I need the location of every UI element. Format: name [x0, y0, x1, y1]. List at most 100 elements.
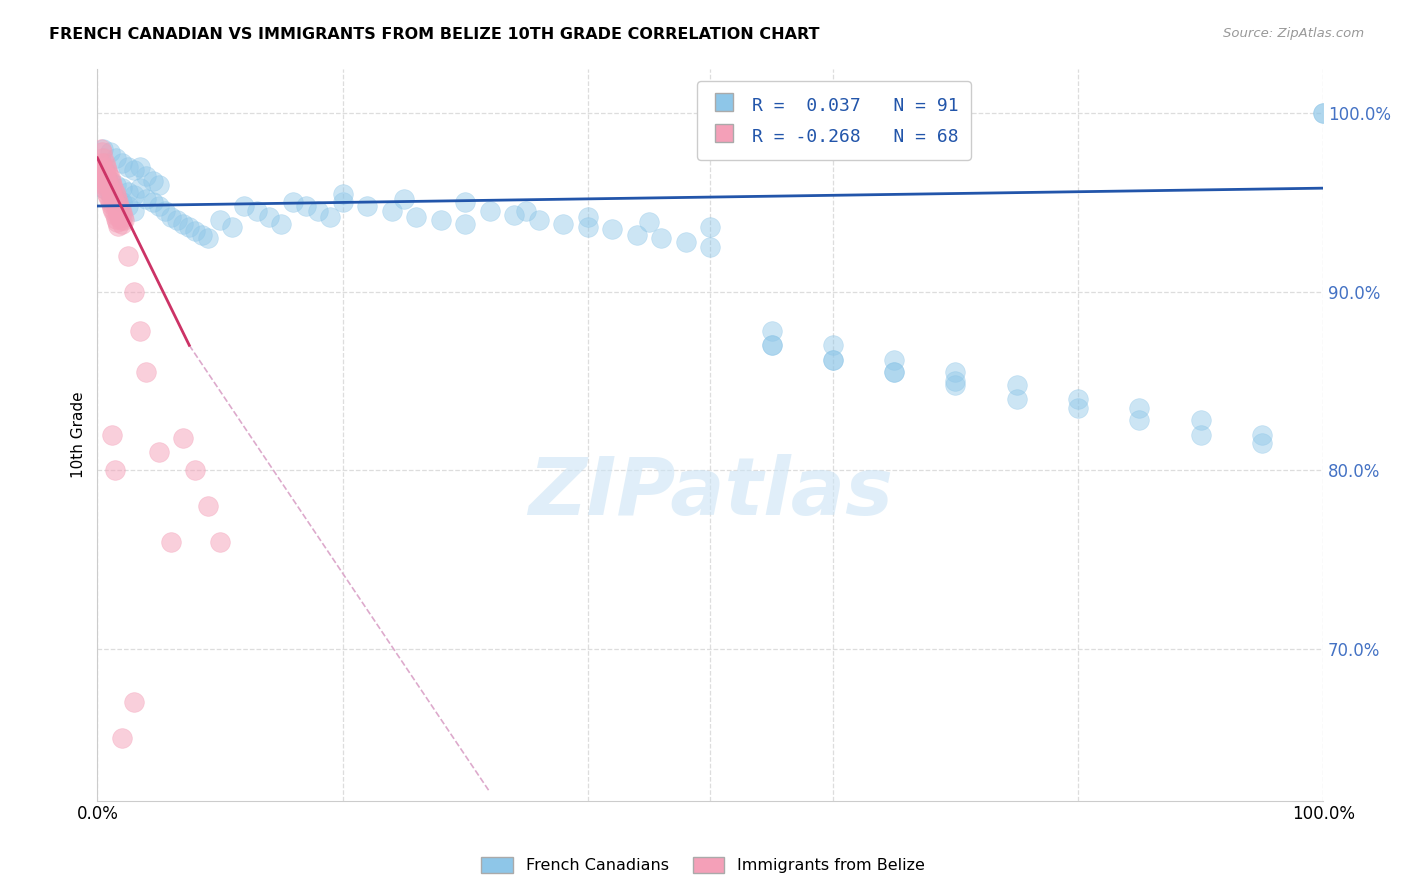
- Point: [101, 178, 124, 192]
- Point: [283, 195, 305, 210]
- Point: [96, 186, 118, 201]
- Point: [141, 174, 163, 188]
- Point: [100, 185, 122, 199]
- Point: [1250, 427, 1272, 442]
- Point: [307, 204, 329, 219]
- Point: [1312, 106, 1334, 120]
- Point: [91, 160, 114, 174]
- Point: [148, 199, 170, 213]
- Point: [1189, 427, 1212, 442]
- Point: [104, 188, 127, 202]
- Point: [576, 210, 599, 224]
- Point: [699, 220, 721, 235]
- Point: [1312, 106, 1334, 120]
- Point: [1067, 392, 1090, 406]
- Point: [117, 249, 139, 263]
- Point: [129, 160, 152, 174]
- Point: [821, 352, 844, 367]
- Point: [93, 151, 115, 165]
- Point: [190, 227, 212, 242]
- Point: [117, 199, 139, 213]
- Point: [103, 204, 125, 219]
- Point: [332, 186, 354, 201]
- Point: [148, 445, 170, 459]
- Point: [208, 213, 231, 227]
- Point: [111, 731, 134, 745]
- Point: [112, 210, 135, 224]
- Point: [104, 151, 127, 165]
- Point: [380, 204, 402, 219]
- Point: [122, 188, 145, 202]
- Point: [122, 695, 145, 709]
- Point: [98, 170, 121, 185]
- Point: [117, 160, 139, 174]
- Point: [1128, 401, 1150, 415]
- Point: [97, 167, 120, 181]
- Point: [172, 431, 194, 445]
- Point: [576, 220, 599, 235]
- Point: [111, 181, 134, 195]
- Point: [1189, 413, 1212, 427]
- Point: [332, 195, 354, 210]
- Point: [122, 285, 145, 299]
- Point: [883, 365, 905, 379]
- Point: [91, 145, 114, 160]
- Point: [129, 181, 152, 195]
- Point: [94, 160, 117, 174]
- Point: [135, 365, 157, 379]
- Point: [1250, 436, 1272, 450]
- Point: [270, 217, 292, 231]
- Point: [100, 174, 122, 188]
- Point: [97, 190, 120, 204]
- Point: [699, 240, 721, 254]
- Point: [107, 219, 129, 233]
- Point: [103, 208, 125, 222]
- Point: [111, 195, 134, 210]
- Point: [148, 178, 170, 192]
- Point: [104, 199, 127, 213]
- Point: [883, 365, 905, 379]
- Legend: French Canadians, Immigrants from Belize: French Canadians, Immigrants from Belize: [474, 850, 932, 880]
- Text: ZIPatlas: ZIPatlas: [527, 454, 893, 533]
- Point: [93, 142, 115, 156]
- Point: [101, 201, 124, 215]
- Point: [104, 192, 127, 206]
- Point: [90, 156, 112, 170]
- Point: [600, 222, 623, 236]
- Point: [110, 213, 132, 227]
- Point: [107, 206, 129, 220]
- Point: [111, 217, 134, 231]
- Point: [94, 170, 117, 185]
- Point: [197, 231, 219, 245]
- Point: [246, 204, 269, 219]
- Text: Source: ZipAtlas.com: Source: ZipAtlas.com: [1223, 27, 1364, 40]
- Point: [135, 192, 157, 206]
- Point: [129, 324, 152, 338]
- Point: [221, 220, 243, 235]
- Point: [117, 185, 139, 199]
- Point: [96, 163, 118, 178]
- Point: [478, 204, 501, 219]
- Point: [101, 188, 124, 202]
- Point: [160, 210, 183, 224]
- Point: [108, 199, 131, 213]
- Point: [93, 156, 115, 170]
- Point: [197, 499, 219, 513]
- Point: [945, 365, 967, 379]
- Point: [103, 185, 125, 199]
- Point: [233, 199, 256, 213]
- Point: [454, 195, 477, 210]
- Point: [172, 217, 194, 231]
- Point: [319, 210, 342, 224]
- Point: [515, 204, 537, 219]
- Point: [638, 215, 661, 229]
- Point: [1067, 401, 1090, 415]
- Point: [103, 195, 125, 210]
- Point: [356, 199, 378, 213]
- Point: [100, 197, 122, 211]
- Point: [179, 220, 201, 235]
- Point: [111, 206, 134, 220]
- Point: [98, 194, 121, 208]
- Point: [761, 338, 783, 352]
- Point: [761, 324, 783, 338]
